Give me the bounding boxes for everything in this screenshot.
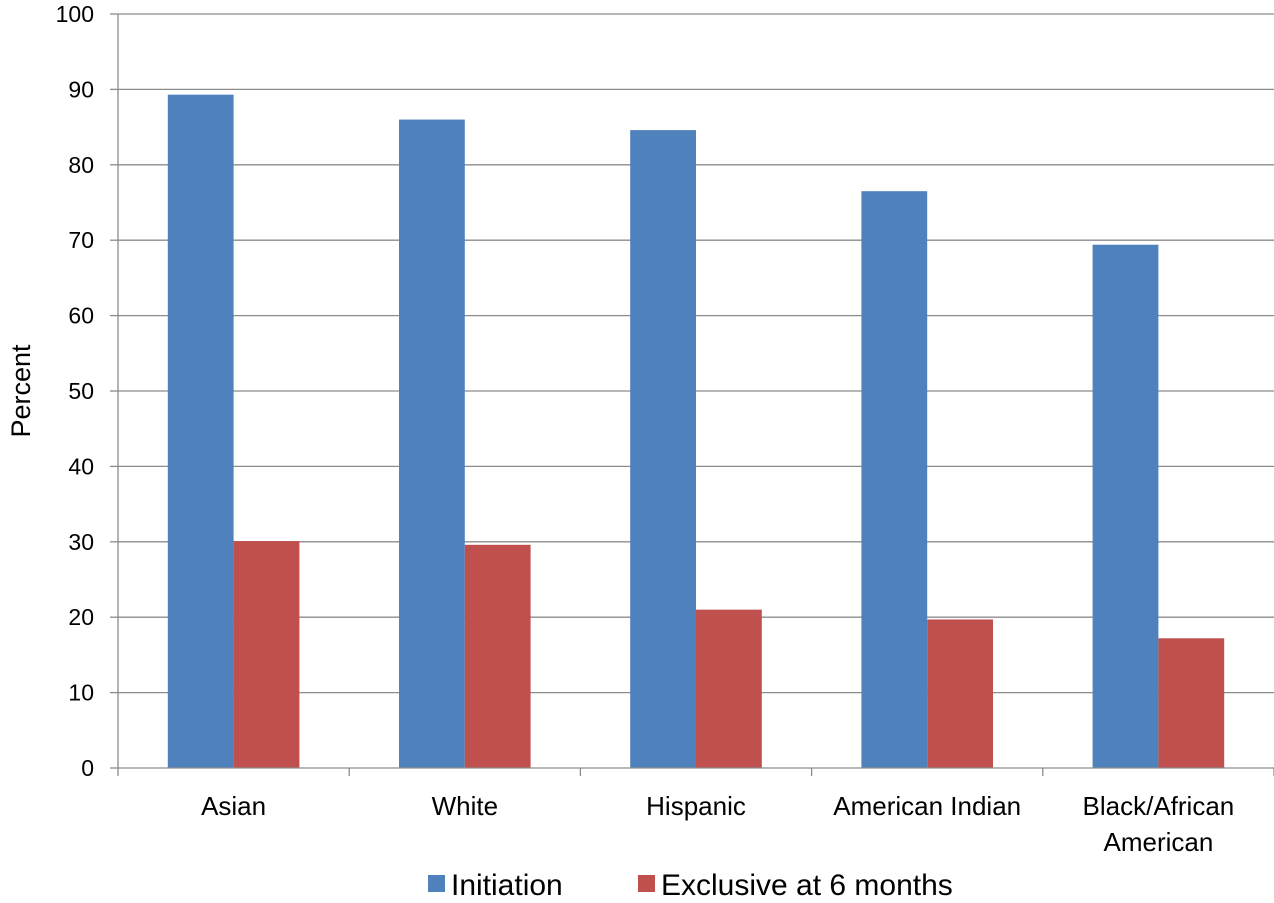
y-tick-label: 80 bbox=[68, 152, 94, 178]
y-axis-title: Percent bbox=[6, 344, 36, 438]
y-tick-labels: 0 10 20 30 40 50 60 70 80 90 100 bbox=[56, 1, 94, 781]
y-tick-label: 40 bbox=[68, 453, 94, 479]
x-category-label: Asian bbox=[201, 791, 266, 821]
bar bbox=[167, 94, 234, 769]
bar bbox=[696, 609, 762, 768]
legend-swatch bbox=[428, 875, 445, 892]
bar bbox=[464, 544, 531, 768]
bar bbox=[1092, 244, 1159, 768]
y-tick-label: 0 bbox=[81, 755, 94, 781]
x-category-label: Hispanic bbox=[646, 791, 746, 821]
bars bbox=[167, 94, 1225, 769]
y-tick-label: 100 bbox=[56, 1, 94, 27]
legend-label: Exclusive at 6 months bbox=[661, 869, 953, 902]
legend-swatch bbox=[638, 875, 655, 892]
y-tick-label: 10 bbox=[68, 680, 94, 706]
axes bbox=[117, 14, 1274, 776]
y-tick-label: 60 bbox=[68, 303, 94, 329]
legend-label: Initiation bbox=[451, 869, 563, 902]
y-tick-label: 90 bbox=[68, 76, 94, 102]
x-category-label: American Indian bbox=[833, 791, 1021, 821]
legend: Initiation Exclusive at 6 months bbox=[428, 869, 953, 902]
y-tick-label: 20 bbox=[68, 604, 94, 630]
bar bbox=[1158, 638, 1225, 768]
y-tick-label: 70 bbox=[68, 227, 94, 253]
bar bbox=[861, 191, 928, 768]
y-tick-label: 50 bbox=[68, 378, 94, 404]
y-tick-label: 30 bbox=[68, 529, 94, 555]
bar bbox=[630, 130, 696, 769]
bar bbox=[399, 119, 465, 768]
x-category-label: American bbox=[1103, 827, 1213, 857]
bar bbox=[233, 541, 300, 768]
x-category-label: Black/African bbox=[1083, 791, 1235, 821]
bar bbox=[927, 619, 993, 768]
x-category-labels: Asian White Hispanic American Indian Black/A… bbox=[201, 791, 1234, 857]
x-category-label: White bbox=[432, 791, 498, 821]
